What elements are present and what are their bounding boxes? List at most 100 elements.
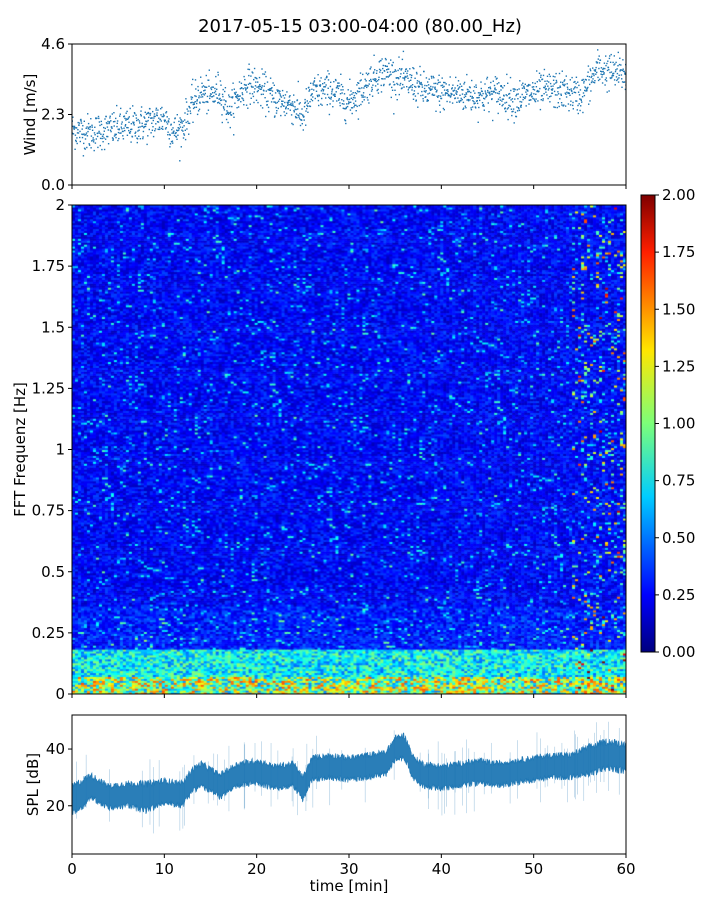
wind-point	[615, 69, 617, 71]
wind-point	[428, 92, 431, 94]
wind-point	[106, 122, 108, 125]
wind-point	[121, 121, 123, 123]
wind-point	[417, 106, 419, 108]
wind-point	[496, 77, 498, 79]
wind-point	[420, 83, 423, 85]
wind-point	[329, 85, 332, 88]
wind-point	[571, 90, 573, 92]
wind-point	[180, 118, 182, 121]
wind-point	[154, 115, 156, 118]
wind-point	[426, 100, 428, 102]
wind-point	[451, 88, 453, 90]
wind-point	[369, 68, 372, 70]
wind-point	[486, 76, 489, 79]
wind-point	[319, 85, 321, 87]
wind-point	[446, 100, 448, 103]
wind-point	[220, 104, 223, 106]
wind-point	[167, 134, 169, 136]
wind-point	[561, 81, 564, 84]
figure-title: 2017-05-15 03:00-04:00 (80.00_Hz)	[198, 16, 522, 37]
wind-point	[430, 75, 433, 78]
wind-point	[158, 128, 160, 131]
wind-point	[311, 93, 313, 95]
wind-point	[615, 76, 618, 78]
wind-point	[608, 90, 610, 92]
wind-point	[601, 71, 603, 73]
wind-point	[306, 108, 308, 110]
wind-point	[440, 84, 442, 87]
wind-point	[515, 115, 518, 118]
wind-point	[440, 97, 443, 100]
wind-point	[284, 94, 287, 96]
wind-ytick-label-2: 4.6	[41, 35, 65, 53]
wind-point	[400, 69, 402, 71]
wind-point	[206, 112, 208, 115]
wind-point	[279, 93, 281, 95]
wind-point	[76, 137, 78, 139]
wind-point	[276, 110, 278, 112]
wind-point	[362, 73, 364, 76]
spl-xtick-label-6: 60	[616, 860, 635, 878]
wind-point	[82, 133, 84, 136]
wind-point	[275, 112, 278, 114]
wind-point	[560, 102, 563, 104]
wind-y-ticks: 0.02.34.6	[41, 35, 72, 194]
wind-point	[583, 82, 585, 84]
wind-point	[377, 88, 379, 91]
wind-point	[398, 56, 400, 58]
wind-point	[524, 97, 526, 100]
wind-point	[395, 70, 397, 72]
wind-point	[615, 61, 617, 64]
wind-point	[595, 66, 597, 69]
spectrogram-ytick-label-5: 1.25	[32, 379, 65, 397]
wind-point	[488, 111, 490, 113]
wind-point	[539, 80, 541, 82]
wind-point	[559, 85, 561, 87]
wind-point	[330, 93, 333, 95]
wind-point	[569, 104, 572, 106]
wind-point	[408, 86, 411, 88]
wind-point	[111, 113, 113, 115]
wind-point	[176, 138, 178, 140]
wind-point	[212, 100, 214, 103]
wind-point	[332, 100, 334, 102]
wind-point	[225, 100, 227, 103]
wind-point	[98, 121, 101, 123]
wind-point	[188, 122, 191, 125]
wind-point	[139, 122, 141, 124]
wind-point	[390, 73, 392, 76]
wind-point	[298, 118, 301, 120]
wind-point	[98, 117, 100, 120]
wind-point	[339, 93, 342, 95]
wind-point	[220, 99, 222, 102]
wind-point	[160, 120, 162, 122]
wind-point	[532, 82, 534, 84]
wind-point	[605, 55, 607, 57]
wind-point	[409, 68, 411, 70]
wind-point	[226, 105, 229, 108]
wind-point	[519, 96, 522, 98]
wind-point	[247, 68, 249, 70]
wind-point	[227, 111, 229, 114]
wind-point	[136, 138, 139, 140]
wind-point	[501, 98, 504, 100]
wind-point	[209, 95, 211, 97]
wind-point	[414, 77, 416, 79]
wind-point	[604, 84, 606, 86]
wind-point	[374, 85, 377, 87]
wind-point	[318, 95, 320, 97]
wind-point	[225, 118, 228, 121]
wind-point	[162, 128, 164, 130]
wind-point	[461, 89, 463, 91]
wind-point	[513, 90, 515, 92]
wind-point	[414, 85, 416, 88]
wind-point	[465, 92, 467, 94]
wind-point	[254, 85, 257, 87]
wind-point	[401, 58, 404, 61]
wind-point	[382, 67, 384, 70]
wind-point	[126, 134, 129, 136]
wind-point	[544, 85, 546, 87]
wind-point	[503, 95, 505, 97]
wind-point	[497, 98, 500, 100]
